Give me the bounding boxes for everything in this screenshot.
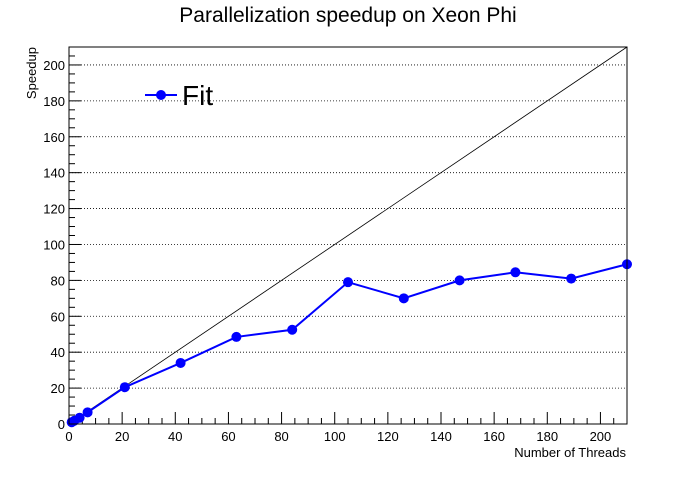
x-tick-label-60: 60 — [221, 429, 235, 444]
series-line-0 — [71, 263, 628, 424]
y-tick-label-100: 100 — [43, 237, 65, 252]
chart-title: Parallelization speedup on Xeon Phi — [179, 4, 516, 27]
axis-ticks — [68, 46, 628, 425]
series-layer — [66, 259, 632, 428]
y-tick-label-80: 80 — [51, 273, 65, 288]
y-axis-label: Speedup — [24, 47, 39, 99]
data-point-11 — [510, 267, 521, 278]
y-tick-label-120: 120 — [43, 202, 65, 217]
x-tick-label-0: 0 — [65, 429, 72, 444]
y-tick-labels: 0 20 40 60 80 100 120 140 160 180 200 — [43, 58, 65, 432]
data-point-10 — [454, 275, 465, 286]
y-tick-label-60: 60 — [51, 309, 65, 324]
data-point-12 — [566, 273, 577, 284]
x-axis-label: Number of Threads — [514, 445, 626, 460]
y-tick-label-160: 160 — [43, 130, 65, 145]
data-point-4 — [119, 382, 130, 393]
x-tick-label-140: 140 — [430, 429, 452, 444]
y-tick-label-200: 200 — [43, 58, 65, 73]
y-tick-label-180: 180 — [43, 94, 65, 109]
x-tick-label-120: 120 — [377, 429, 399, 444]
ideal-line — [68, 46, 628, 425]
legend-series-marker — [156, 90, 166, 100]
ideal-speedup-line — [68, 46, 628, 425]
x-tick-label-180: 180 — [536, 429, 558, 444]
grid-lines — [69, 64, 627, 389]
x-tick-label-160: 160 — [483, 429, 505, 444]
plot-frame — [68, 46, 628, 425]
data-point-3 — [82, 407, 93, 418]
data-point-8 — [343, 277, 353, 288]
data-point-7 — [287, 324, 298, 335]
y-tick-label-40: 40 — [51, 345, 65, 360]
y-tick-label-0: 0 — [58, 417, 65, 432]
x-tick-label-100: 100 — [324, 429, 346, 444]
data-point-5 — [175, 357, 186, 368]
y-tick-label-20: 20 — [51, 381, 65, 396]
x-tick-label-20: 20 — [115, 429, 129, 444]
x-tick-labels: 0 20 40 60 80 100 120 140 160 180 200 — [65, 429, 611, 444]
data-point-6 — [231, 331, 242, 342]
x-tick-label-200: 200 — [590, 429, 612, 444]
x-tick-label-40: 40 — [168, 429, 182, 444]
x-tick-label-80: 80 — [274, 429, 288, 444]
legend-series-label: Fit — [182, 80, 213, 111]
data-point-9 — [398, 293, 409, 304]
y-tick-label-140: 140 — [43, 166, 65, 181]
legend: Fit — [145, 80, 213, 111]
data-point-2 — [74, 412, 85, 423]
